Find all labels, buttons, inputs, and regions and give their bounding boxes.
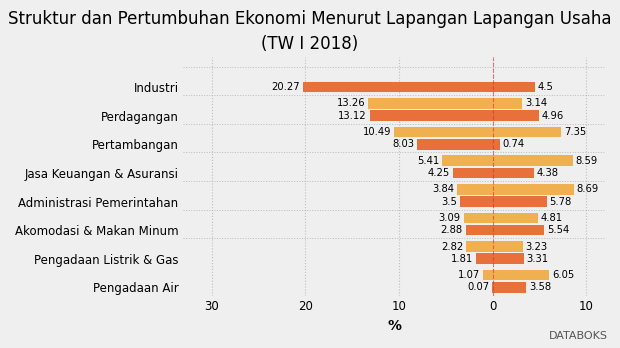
Bar (493, 82, 534, 92)
Bar (453, 168, 493, 178)
Bar (417, 139, 493, 150)
Bar (476, 253, 493, 264)
Text: 3.31: 3.31 (526, 254, 549, 264)
Text: 2.82: 2.82 (441, 242, 463, 252)
Bar (442, 156, 493, 166)
Bar (482, 270, 493, 280)
Text: 3.84: 3.84 (432, 184, 454, 194)
Bar (493, 156, 573, 166)
Bar (493, 213, 538, 223)
Text: 4.38: 4.38 (536, 168, 559, 178)
Bar (466, 225, 493, 235)
Text: Struktur dan Pertumbuhan Ekonomi Menurut Lapangan Lapangan Usaha: Struktur dan Pertumbuhan Ekonomi Menurut… (8, 10, 612, 29)
Bar (464, 213, 493, 223)
Text: 1.07: 1.07 (458, 270, 480, 280)
Text: 5.54: 5.54 (547, 225, 570, 235)
Text: 5.41: 5.41 (417, 156, 439, 166)
Bar (466, 241, 493, 252)
Text: 3.58: 3.58 (529, 282, 551, 292)
Bar (493, 225, 544, 235)
Bar (493, 98, 522, 109)
Bar (493, 270, 549, 280)
Bar (493, 241, 523, 252)
Text: 13.26: 13.26 (337, 98, 366, 109)
Text: 3.09: 3.09 (439, 213, 461, 223)
Bar (368, 98, 493, 109)
Bar (493, 139, 500, 150)
Text: 4.25: 4.25 (428, 168, 450, 178)
Bar (493, 282, 526, 293)
Bar (493, 196, 547, 207)
Text: 3.14: 3.14 (525, 98, 547, 109)
Bar (493, 253, 524, 264)
Bar (493, 110, 539, 121)
Bar (493, 127, 562, 137)
Text: 20.27: 20.27 (272, 82, 300, 92)
Text: DATABOKS: DATABOKS (549, 331, 608, 341)
Text: 4.81: 4.81 (541, 213, 562, 223)
X-axis label: %: % (388, 319, 401, 333)
Bar (394, 127, 493, 137)
Text: 0.74: 0.74 (502, 139, 525, 149)
Bar (493, 184, 574, 195)
Text: 3.5: 3.5 (441, 197, 457, 206)
Bar (460, 196, 493, 207)
Text: 8.69: 8.69 (577, 184, 599, 194)
Bar (493, 168, 534, 178)
Text: 5.78: 5.78 (549, 197, 572, 206)
Text: 8.03: 8.03 (392, 139, 415, 149)
Bar (370, 110, 493, 121)
Text: 4.5: 4.5 (538, 82, 554, 92)
Bar (303, 82, 493, 92)
Text: 1.81: 1.81 (451, 254, 473, 264)
Text: 4.96: 4.96 (542, 111, 564, 121)
Text: 10.49: 10.49 (363, 127, 391, 137)
Text: (TW I 2018): (TW I 2018) (262, 35, 358, 53)
Text: 6.05: 6.05 (552, 270, 574, 280)
Text: 7.35: 7.35 (564, 127, 587, 137)
Text: 2.88: 2.88 (441, 225, 463, 235)
Bar (492, 282, 493, 293)
Text: 0.07: 0.07 (467, 282, 489, 292)
Text: 13.12: 13.12 (339, 111, 367, 121)
Text: 8.59: 8.59 (576, 156, 598, 166)
Bar (456, 184, 493, 195)
Text: 3.23: 3.23 (526, 242, 548, 252)
